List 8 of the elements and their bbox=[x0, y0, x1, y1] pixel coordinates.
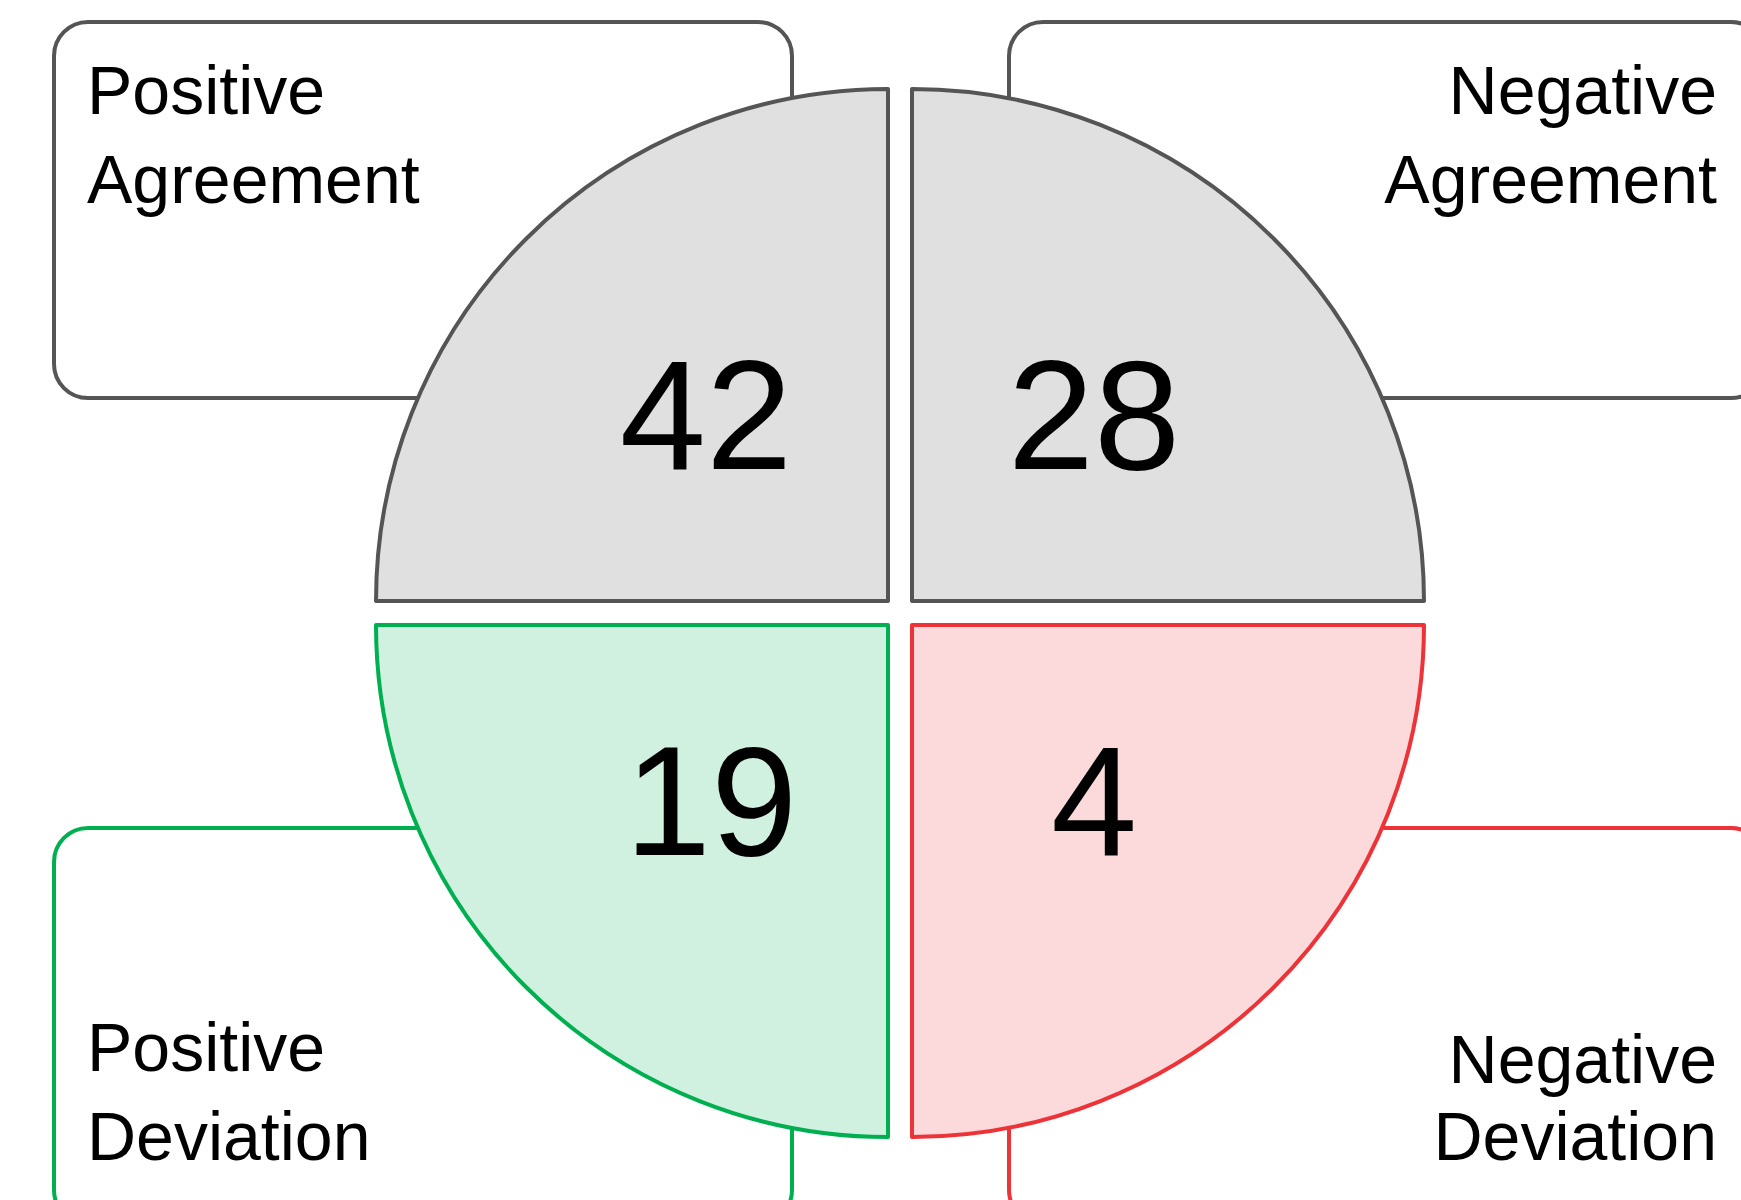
category-label: Positive Agreement bbox=[87, 52, 420, 217]
category-label: Negative Deviation bbox=[1433, 1021, 1717, 1174]
category-label: Negative Agreement bbox=[1384, 52, 1718, 217]
data-label: 42 bbox=[619, 329, 793, 502]
category-label: Positive Deviation bbox=[87, 1009, 371, 1174]
data-label: 28 bbox=[1007, 329, 1181, 502]
data-label: 19 bbox=[624, 715, 798, 888]
data-label: 4 bbox=[1050, 715, 1138, 888]
